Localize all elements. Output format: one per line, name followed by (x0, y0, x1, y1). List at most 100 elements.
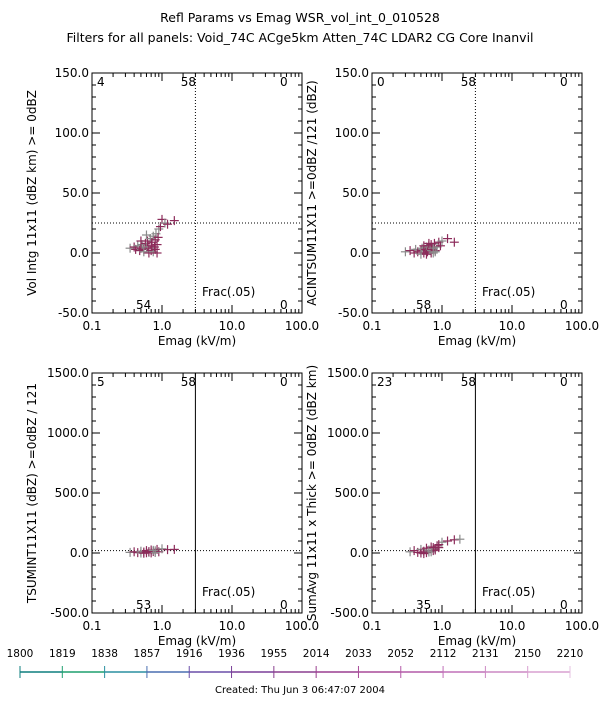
y-tick-label: 0.0 (350, 546, 369, 560)
x-tick-label: 100.0 (565, 619, 599, 633)
frac-annotation: Frac(.05) (482, 585, 535, 599)
count-upper-right: 0 (280, 75, 288, 89)
count-lower-right: 0 (280, 598, 288, 612)
data-point (426, 547, 436, 557)
y-tick-label: 150.0 (335, 66, 369, 80)
x-axis-label: Emag (kV/m) (158, 634, 236, 648)
panel-top-right: 0.1 1.0 10.0 100.0 -50.0 0.0 50.0 100.0 150.0 Ema… (305, 66, 599, 348)
data-point (163, 219, 173, 229)
x-tick-label: 100.0 (285, 319, 319, 333)
timebar-label: 2112 (430, 648, 457, 660)
panels: 0.1 1.0 10.0 100.0 -50.0 0.0 50.0 100.0 150.0 Ema… (25, 66, 599, 648)
data-point (443, 536, 453, 546)
count-upper-left: 4 (97, 75, 105, 89)
x-tick-label: 10.0 (499, 319, 526, 333)
y-tick-label: 500.0 (55, 486, 89, 500)
timebar-label: 2150 (514, 648, 541, 660)
timebar-label: 2052 (387, 648, 414, 660)
data-point (148, 545, 158, 555)
panel-top-left: 0.1 1.0 10.0 100.0 -50.0 0.0 50.0 100.0 150.0 Ema… (25, 66, 319, 348)
x-axis-label: Emag (kV/m) (438, 334, 516, 348)
y-axis-label: Vol Intg 11x11 (dBZ km) >= 0dBZ (25, 90, 39, 296)
timebar-label: 1936 (218, 648, 245, 660)
x-axis-label: Emag (kV/m) (158, 334, 236, 348)
x-tick-label: 10.0 (219, 319, 246, 333)
y-tick-label: 100.0 (335, 126, 369, 140)
y-tick-label: 0.0 (70, 546, 89, 560)
x-tick-label: 0.1 (82, 319, 101, 333)
panel-bottom-right: 0.1 1.0 10.0 100.0 -500.0 0.0 500.0 1000.0 1500.… (305, 365, 599, 648)
count-lower-left: 54 (136, 298, 151, 312)
time-colorbar: 1800 1819 1838 1857 1916 1936 1955 2014 2033 2052… (7, 648, 584, 678)
data-point (432, 541, 442, 551)
data-point (152, 240, 162, 250)
x-tick-label: 1.0 (152, 619, 171, 633)
count-lower-left: 53 (136, 598, 151, 612)
plot-frame (371, 372, 583, 614)
frac-annotation: Frac(.05) (202, 285, 255, 299)
count-top-center: 58 (181, 75, 196, 89)
count-top-center: 58 (461, 375, 476, 389)
y-axis-label: TSUMINT11X11 (dBZ) >=0dBZ / 121 (25, 383, 39, 604)
x-tick-label: 1.0 (432, 619, 451, 633)
timebar-label: 1916 (176, 648, 203, 660)
count-lower-left: 35 (416, 598, 431, 612)
x-tick-label: 1.0 (152, 319, 171, 333)
data-point (150, 548, 160, 558)
data-point (424, 238, 434, 248)
data-point (157, 544, 167, 554)
count-lower-left: 58 (416, 298, 431, 312)
count-lower-right: 0 (560, 298, 568, 312)
data-point (155, 222, 165, 232)
created-timestamp: Created: Thu Jun 3 06:47:07 2004 (215, 685, 385, 696)
data-point (125, 547, 135, 557)
data-point (144, 547, 154, 557)
data-point (434, 540, 444, 550)
data-point (125, 243, 135, 253)
data-point (153, 232, 163, 242)
y-tick-label: -500.0 (330, 606, 369, 620)
data-point (139, 548, 149, 558)
y-tick-label: 1500.0 (47, 366, 89, 380)
count-lower-right: 0 (280, 298, 288, 312)
y-axis-label: SumAvg 11x11 x Thick >= 0dBZ (dBZ km) (305, 365, 319, 621)
data-point (435, 241, 445, 251)
y-tick-label: 500.0 (335, 486, 369, 500)
count-lower-right: 0 (560, 598, 568, 612)
x-tick-label: 100.0 (285, 619, 319, 633)
count-upper-left: 23 (377, 375, 392, 389)
timebar-label: 1819 (49, 648, 76, 660)
data-point (455, 534, 465, 544)
data-point (141, 230, 151, 240)
plot-frame (371, 72, 583, 314)
data-point (449, 237, 459, 247)
timebar-label: 2131 (472, 648, 499, 660)
figure-subtitle: Filters for all panels: Void_74C ACge5km… (66, 30, 533, 45)
x-axis-label: Emag (kV/m) (438, 634, 516, 648)
y-tick-label: -50.0 (58, 306, 89, 320)
data-point (419, 241, 429, 251)
data-point (421, 249, 431, 259)
y-tick-label: 0.0 (70, 246, 89, 260)
y-tick-label: 150.0 (55, 66, 89, 80)
y-tick-label: -50.0 (338, 306, 369, 320)
data-point (405, 547, 415, 557)
y-tick-label: 0.0 (350, 246, 369, 260)
data-point (430, 247, 440, 257)
timebar-label: 1857 (134, 648, 161, 660)
y-tick-label: 50.0 (62, 186, 89, 200)
timebar-label: 1838 (91, 648, 118, 660)
timebar-label: 2210 (557, 648, 584, 660)
timebar-label: 2033 (345, 648, 372, 660)
plot-frame (91, 72, 303, 314)
data-point (419, 549, 429, 559)
x-tick-label: 0.1 (82, 619, 101, 633)
count-upper-right: 0 (280, 375, 288, 389)
data-point (139, 247, 149, 257)
y-axis-label: ACINTSUM11X11 >=0dBZ /121 (dBZ) (305, 80, 319, 305)
data-point (136, 236, 146, 246)
data-point (169, 216, 179, 226)
x-tick-label: 1.0 (432, 319, 451, 333)
